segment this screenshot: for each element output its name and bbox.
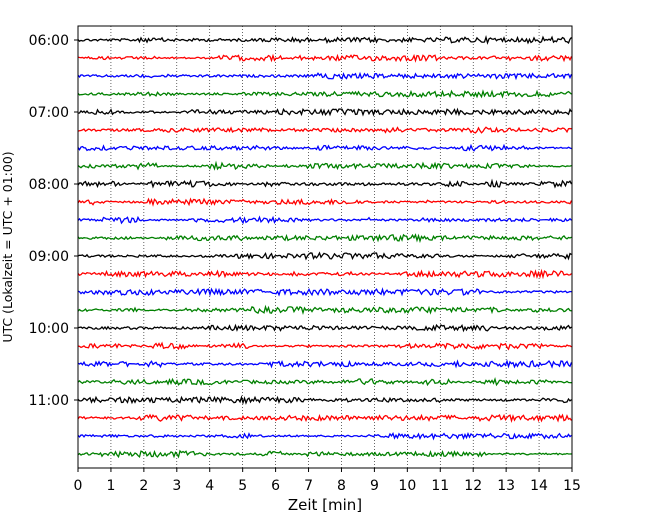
x-axis-label: Zeit [min] xyxy=(288,496,362,514)
x-tick-label: 2 xyxy=(139,478,148,494)
y-tick-label: 09:00 xyxy=(29,249,69,265)
trace-line xyxy=(77,160,572,171)
x-tick-label: 15 xyxy=(563,478,581,494)
trace-line xyxy=(77,197,573,207)
trace-line xyxy=(77,395,572,405)
x-tick-label: 10 xyxy=(398,478,416,494)
x-tick-label: 8 xyxy=(337,478,346,494)
y-tick-label: 10:00 xyxy=(29,321,69,337)
trace-lines xyxy=(77,35,573,459)
trace-line xyxy=(77,53,573,63)
trace-line xyxy=(77,215,572,225)
x-tick-label: 4 xyxy=(205,478,214,494)
plot-frame xyxy=(77,25,573,469)
y-tick-label: 07:00 xyxy=(29,105,69,121)
trace-line xyxy=(77,287,572,297)
x-tick-label: 11 xyxy=(431,478,449,494)
trace-line xyxy=(77,178,573,189)
y-tick-label: 08:00 xyxy=(29,177,69,193)
x-tick-label: 7 xyxy=(304,478,313,494)
trace-line xyxy=(77,304,572,316)
x-tick-label: 12 xyxy=(464,478,482,494)
x-tick-label: 6 xyxy=(271,478,280,494)
x-tick-label: 14 xyxy=(530,478,548,494)
x-tick-label: 13 xyxy=(497,478,515,494)
trace-line xyxy=(77,143,572,152)
trace-line xyxy=(77,377,572,387)
x-tick-label: 9 xyxy=(370,478,379,494)
trace-line xyxy=(77,35,572,45)
x-tick-label: 0 xyxy=(74,478,83,494)
x-tick-label: 5 xyxy=(238,478,247,494)
y-axis-label: UTC (Lokalzeit = UTC + 01:00) xyxy=(0,151,15,342)
y-tick-label: 11:00 xyxy=(29,393,69,409)
x-axis-ticks: 0 1 2 3 4 5 6 7 8 9 10 11 12 13 14 15 xyxy=(74,468,581,494)
trace-line xyxy=(77,341,572,351)
trace-line xyxy=(77,432,572,441)
trace-line xyxy=(77,126,572,134)
trace-line xyxy=(77,449,572,459)
trace-line xyxy=(77,71,573,81)
y-axis-ticks: 06:00 07:00 08:00 09:00 10:00 11:00 xyxy=(29,33,78,409)
trace-line xyxy=(77,268,572,280)
trace-line xyxy=(77,251,572,261)
trace-line xyxy=(77,323,572,333)
x-tick-label: 1 xyxy=(106,478,115,494)
trace-line xyxy=(77,359,573,369)
trace-line xyxy=(77,107,573,117)
x-tick-label: 3 xyxy=(172,478,181,494)
trace-line xyxy=(77,89,572,99)
trace-line xyxy=(77,413,573,423)
trace-line xyxy=(77,233,572,244)
y-tick-label: 06:00 xyxy=(29,33,69,49)
